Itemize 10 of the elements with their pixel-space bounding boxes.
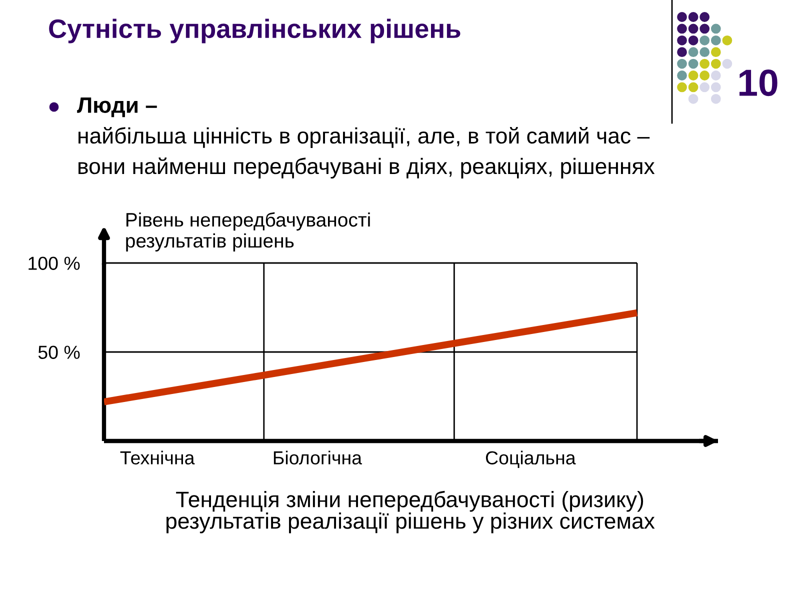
x-tick-label: Біологічна (274, 450, 362, 464)
y-tick-label: 50 % (38, 346, 80, 359)
y-tick-label: 100 % (28, 256, 80, 270)
x-tick-label: Соціальна (486, 450, 576, 468)
chart-subtitle: Люди – найбільша цінність в організації, але, в той самий час – вони найменш передбачувані в діях, реакціях, рішеннях (77, 97, 655, 179)
x-axis-title: Тенденція зміни непередбачуваності (ризику) результатів реалізації рішень у різних системах (166, 490, 655, 534)
x-tick-label: Технічна (120, 450, 195, 464)
text: 10 (740, 70, 778, 96)
y-axis-title: Рівень непередбачуваності результатів рішень (126, 212, 370, 252)
chart-title: Сутність управлінських рішень (49, 18, 460, 44)
